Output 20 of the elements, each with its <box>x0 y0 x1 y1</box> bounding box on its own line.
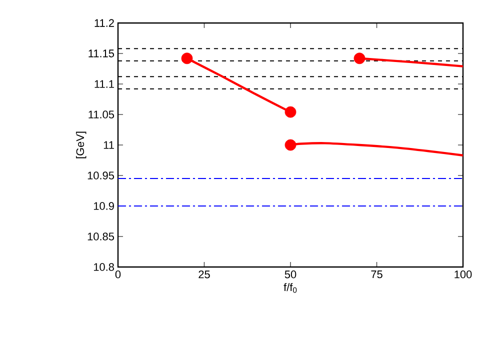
x-tick-label: 100 <box>454 270 472 278</box>
y-tick-label: 11.05 <box>88 110 114 118</box>
y-axis-title: [GeV] <box>76 132 86 158</box>
x-tick-label: 25 <box>198 270 210 278</box>
x-tick-label: 50 <box>284 270 296 278</box>
point <box>354 52 366 64</box>
point <box>284 139 296 151</box>
y-tick-label: 11.15 <box>88 50 114 58</box>
x-axis-title: f/f$_{0}$ <box>284 283 297 293</box>
point <box>284 106 296 118</box>
point <box>181 52 193 64</box>
y-tick-label: 11.2 <box>94 19 114 27</box>
y-tick-label: 10.85 <box>88 232 114 240</box>
y-tick-label: 11 <box>104 141 114 149</box>
y-tick-label: 10.9 <box>94 202 114 210</box>
x-tick-label: 0 <box>115 270 121 278</box>
y-tick-label: 10.8 <box>94 263 114 271</box>
y-tick-label: 10.95 <box>88 172 114 180</box>
x-tick-label: 75 <box>371 270 382 278</box>
y-tick-label: 11.1 <box>94 80 114 88</box>
